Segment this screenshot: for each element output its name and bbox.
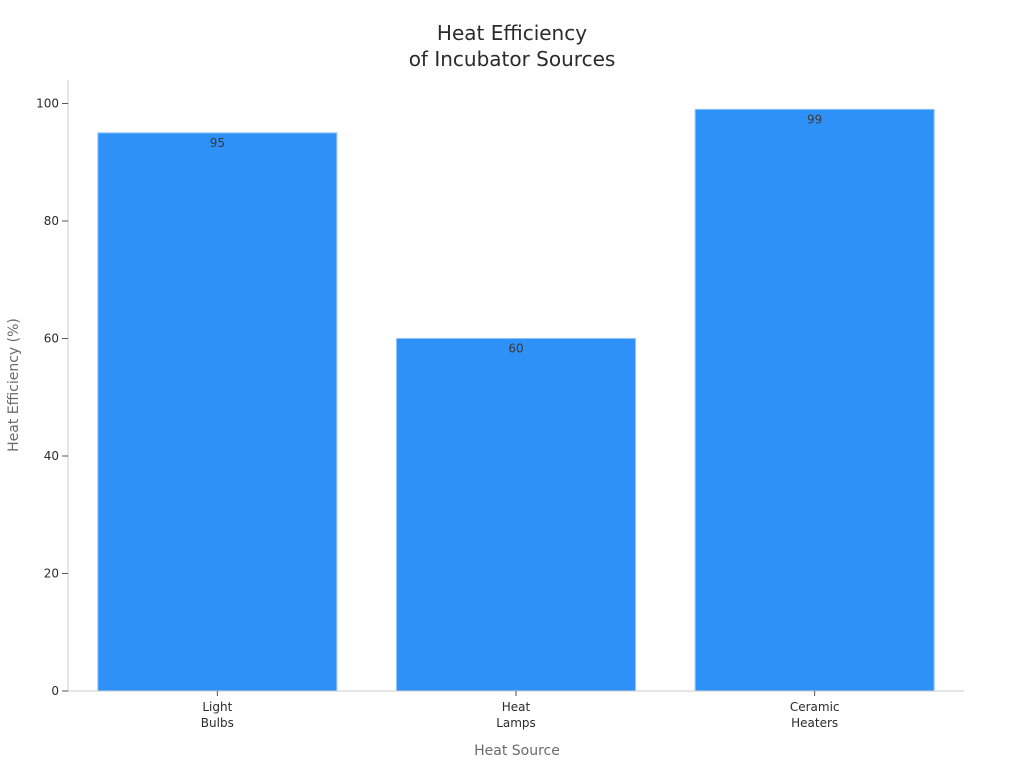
x-tick-label: Heat Lamps [496,700,536,730]
chart-title-line-1: Heat Efficiency [437,21,587,45]
x-tick-label: Light Bulbs [201,700,234,730]
x-tick-label: Ceramic Heaters [790,700,840,730]
x-tick-label-line: Heaters [791,716,838,730]
y-tick-label: 60 [44,332,59,346]
data-labels-group: 95 60 99 [210,112,823,355]
data-label: 99 [807,112,822,126]
y-tick-label: 0 [51,684,59,698]
bar [97,132,338,692]
chart-title-line-2: of Incubator Sources [409,47,616,71]
x-tick-label-line: Light [202,700,232,714]
x-tick-label-line: Lamps [496,716,536,730]
y-tick-label: 20 [44,567,59,581]
data-label: 60 [508,342,523,356]
y-tick-label: 80 [44,214,59,228]
y-tick-label: 40 [44,449,59,463]
data-label: 95 [210,136,225,150]
y-tick-label: 100 [36,97,59,111]
y-axis-label: Heat Efficiency (%) [6,318,22,452]
x-tick-label-line: Ceramic [790,700,840,714]
x-tick-label-line: Heat [502,700,531,714]
x-axis-label: Heat Source [474,743,560,759]
bars-group [97,108,935,692]
y-axis: 0 20 40 60 80 100 [36,80,69,698]
x-axis: Light Bulbs Heat Lamps Ceramic Heaters [68,690,964,730]
x-tick-label-line: Bulbs [201,716,234,730]
bar [694,108,935,692]
bar [396,338,636,692]
chart-title: Heat Efficiency of Incubator Sources [409,21,616,71]
